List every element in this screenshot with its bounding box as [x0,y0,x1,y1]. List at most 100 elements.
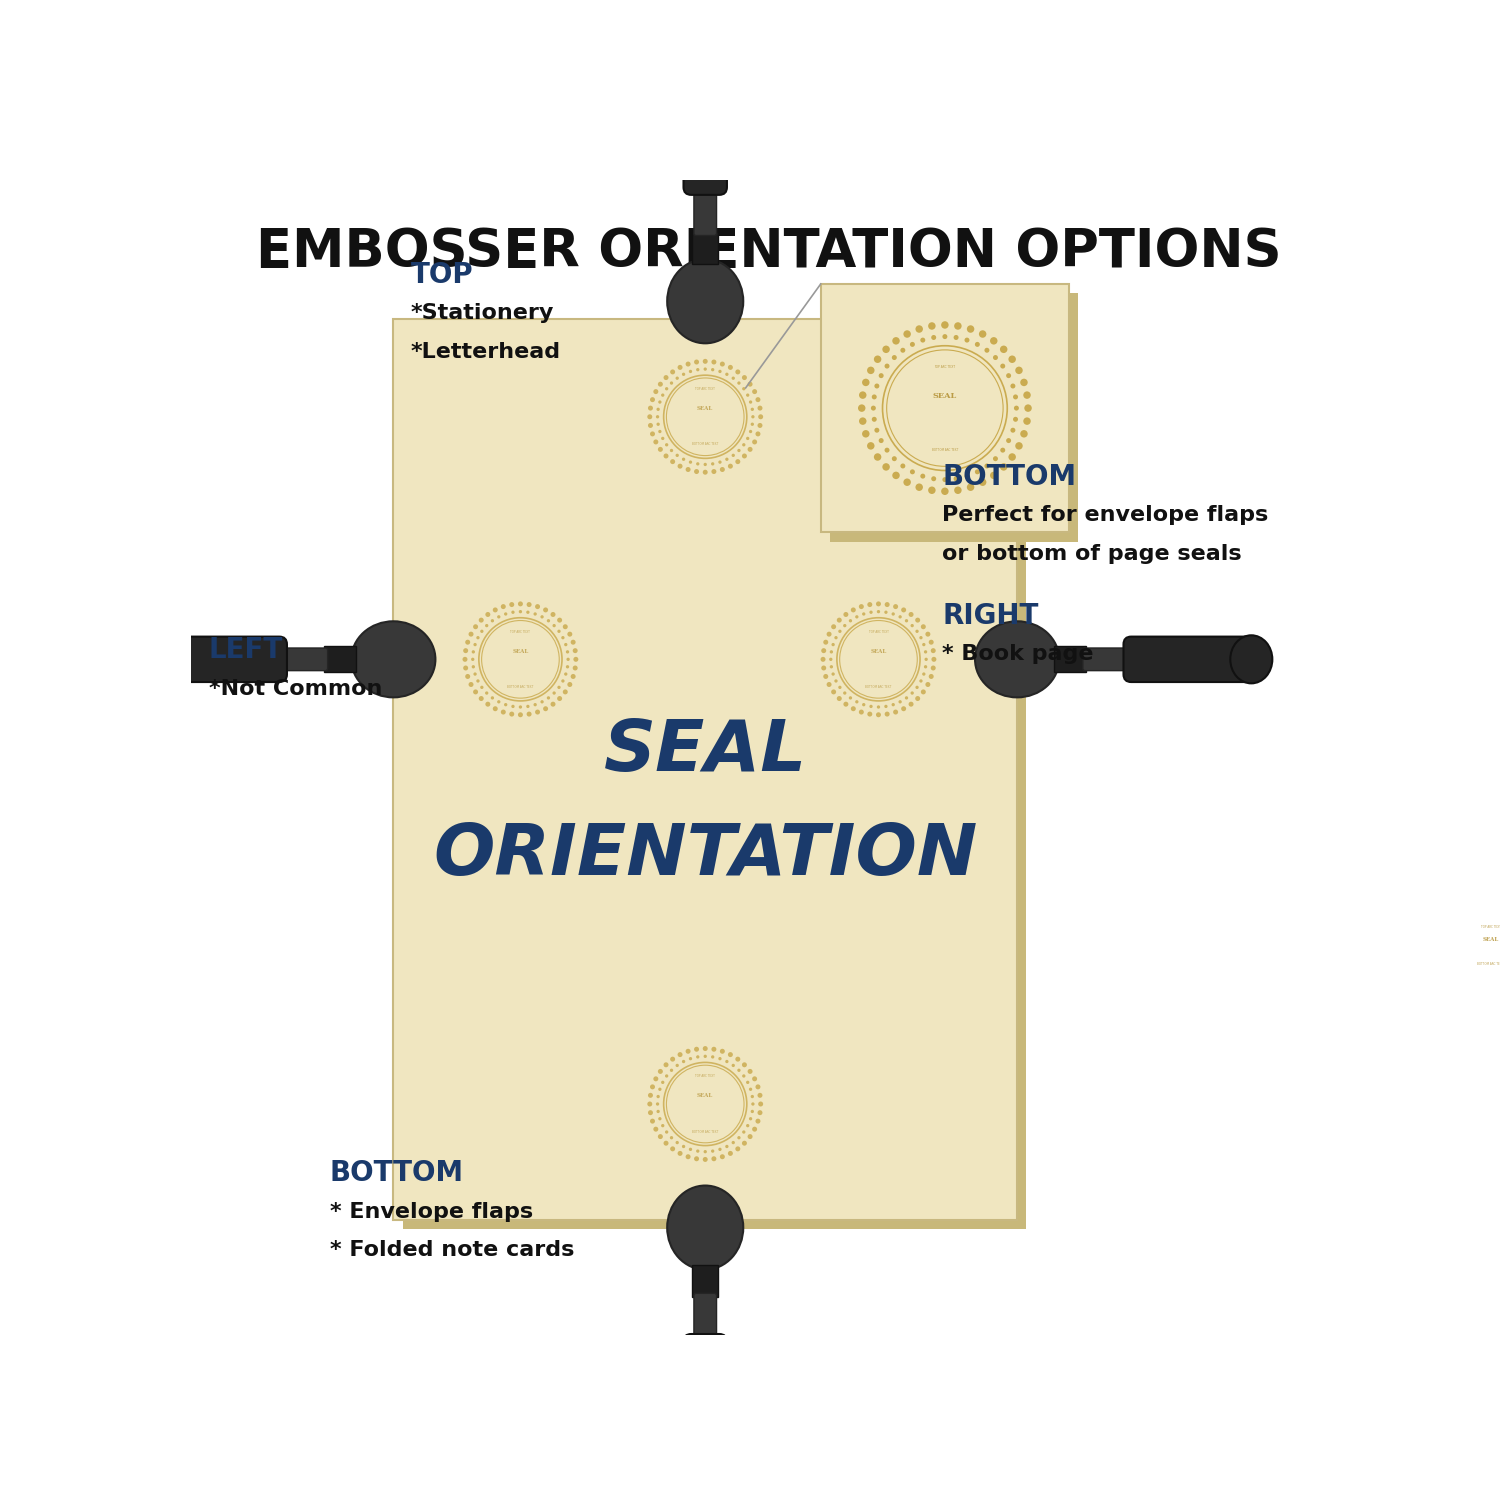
Circle shape [850,608,856,612]
FancyBboxPatch shape [684,1334,728,1460]
Circle shape [870,705,873,708]
Circle shape [567,632,573,636]
Circle shape [504,612,507,615]
Circle shape [750,1095,754,1098]
Circle shape [1013,417,1019,422]
Circle shape [742,1062,747,1068]
Circle shape [662,393,664,398]
Circle shape [921,338,926,342]
Circle shape [1467,921,1468,924]
Circle shape [561,636,564,639]
Circle shape [1016,366,1023,374]
Circle shape [526,711,531,717]
Circle shape [562,624,568,628]
Circle shape [658,447,663,452]
Circle shape [1460,954,1461,957]
Circle shape [670,448,674,452]
Circle shape [1014,405,1019,411]
Circle shape [536,710,540,714]
Circle shape [663,375,669,380]
Ellipse shape [138,636,180,684]
Circle shape [670,369,675,375]
Circle shape [909,702,914,706]
Circle shape [746,393,750,398]
Circle shape [504,704,507,706]
Circle shape [885,610,888,614]
Circle shape [664,442,669,447]
Text: BOTTOM ARC TEXT: BOTTOM ARC TEXT [507,686,534,688]
Circle shape [859,417,867,424]
Circle shape [662,436,664,439]
Circle shape [1470,918,1473,921]
FancyBboxPatch shape [1124,636,1258,682]
Circle shape [910,692,914,694]
Circle shape [921,690,926,694]
Text: BOTTOM: BOTTOM [330,1160,464,1188]
Circle shape [543,706,548,711]
Circle shape [465,639,470,645]
Circle shape [561,680,564,682]
Circle shape [954,334,958,340]
Circle shape [648,405,652,411]
Ellipse shape [975,621,1059,698]
Circle shape [567,682,573,687]
Circle shape [928,322,936,330]
Circle shape [942,334,948,339]
FancyBboxPatch shape [693,99,703,178]
Circle shape [663,453,669,459]
Text: * Folded note cards: * Folded note cards [330,1240,574,1260]
Circle shape [1490,912,1491,914]
Circle shape [1478,908,1480,912]
Circle shape [993,456,998,460]
Polygon shape [1386,910,1500,1004]
Circle shape [1467,974,1470,978]
Bar [1394,916,1500,1113]
Circle shape [686,466,690,472]
Circle shape [550,612,555,616]
Circle shape [494,706,498,711]
Circle shape [464,648,468,652]
Circle shape [663,1140,669,1146]
Circle shape [512,610,515,614]
Circle shape [519,610,522,614]
Circle shape [474,644,477,646]
Bar [830,292,1078,542]
Circle shape [915,630,918,633]
Circle shape [885,711,890,717]
Text: or bottom of page seals: or bottom of page seals [942,544,1242,564]
Circle shape [573,666,578,670]
Circle shape [910,470,915,474]
Circle shape [878,705,880,708]
Circle shape [1460,934,1461,936]
Circle shape [501,604,506,609]
Circle shape [1458,944,1460,946]
Circle shape [830,657,833,662]
Circle shape [756,1084,760,1089]
Circle shape [902,608,906,612]
Circle shape [926,632,930,636]
Circle shape [472,624,478,628]
Circle shape [898,615,902,618]
Circle shape [980,330,987,338]
Circle shape [940,321,948,328]
Circle shape [728,1052,734,1058]
Circle shape [510,602,515,608]
Circle shape [821,648,827,652]
Circle shape [548,696,550,699]
Circle shape [926,682,930,687]
Circle shape [1455,927,1460,930]
Circle shape [921,624,926,628]
Circle shape [882,464,890,471]
Circle shape [858,405,865,412]
Circle shape [682,458,686,460]
Circle shape [486,612,490,616]
Text: TOP ARC TEXT: TOP ARC TEXT [868,630,888,633]
Circle shape [472,690,478,694]
Circle shape [915,686,918,688]
Circle shape [849,620,852,622]
Circle shape [534,704,537,706]
Circle shape [484,692,489,694]
Text: LEFT: LEFT [209,636,284,664]
Circle shape [550,702,555,706]
Circle shape [465,674,470,680]
